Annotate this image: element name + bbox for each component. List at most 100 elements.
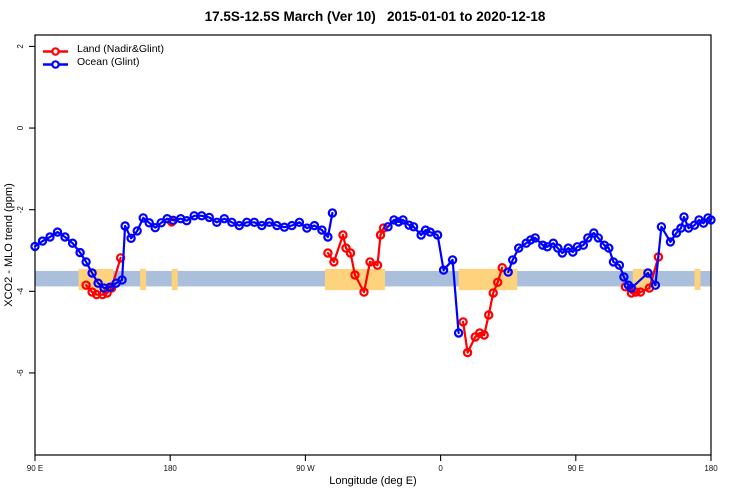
x-tick-label: 0 — [438, 464, 443, 473]
y-tick-label: -6 — [16, 369, 25, 377]
data-point — [689, 220, 700, 230]
x-axis-label: Longitude (deg E) — [329, 475, 416, 487]
x-tick-label: 180 — [164, 464, 178, 473]
data-point — [329, 257, 339, 267]
legend-item-ocean: Ocean (Glint) — [42, 56, 164, 69]
data-point — [447, 255, 458, 265]
land-series — [81, 217, 664, 358]
data-point — [538, 240, 548, 250]
legend-circle — [51, 60, 60, 69]
chart-title: 17.5S-12.5S March (Ver 10) 2015-01-01 to… — [204, 9, 546, 24]
legend-label-ocean: Ocean (Glint) — [77, 56, 140, 68]
series-line — [386, 218, 460, 335]
y-axis-label: XCO2 - MLO trend (ppm) — [3, 183, 15, 306]
data-point — [671, 228, 682, 238]
data-point — [287, 220, 297, 231]
data-point — [530, 233, 540, 243]
data-point — [75, 247, 85, 258]
data-point — [81, 257, 91, 267]
data-point — [432, 230, 443, 240]
data-point — [665, 237, 676, 247]
data-point — [249, 217, 259, 227]
data-point — [578, 240, 589, 250]
data-point — [81, 280, 91, 290]
data-point — [484, 310, 494, 320]
data-point — [643, 268, 653, 278]
data-point — [212, 217, 222, 227]
legend: Land (Nadir&Glint) Ocean (Glint) — [42, 43, 164, 69]
data-point — [389, 215, 399, 225]
data-point — [359, 287, 369, 297]
data-point — [317, 225, 327, 235]
data-point — [619, 272, 629, 282]
data-point — [45, 232, 55, 242]
data-point — [404, 220, 414, 230]
data-point — [698, 218, 709, 228]
highlight-band — [171, 268, 178, 291]
land-series-marker-icon — [42, 44, 69, 56]
x-tick-label: 180 — [704, 464, 718, 473]
series-line — [326, 227, 385, 294]
data-point — [514, 243, 524, 253]
data-point — [365, 257, 375, 267]
data-point — [479, 330, 489, 340]
data-point — [52, 227, 63, 237]
data-point — [475, 328, 485, 338]
data-point — [338, 230, 348, 240]
legend-item-land: Land (Nadir&Glint) — [42, 43, 164, 56]
data-point — [120, 221, 130, 231]
data-point — [204, 212, 214, 223]
data-point — [497, 263, 507, 273]
data-point — [93, 278, 103, 288]
data-point — [438, 265, 449, 275]
y-axis-ticks: 2 0 -2 -4 -6 — [16, 44, 35, 377]
data-point — [156, 218, 166, 228]
data-point — [67, 238, 78, 248]
series-line — [85, 256, 122, 296]
data-point — [557, 248, 568, 258]
data-point — [327, 208, 338, 218]
data-point — [117, 275, 127, 285]
y-tick-label: -2 — [16, 206, 25, 214]
data-point — [583, 233, 593, 243]
data-point — [458, 317, 468, 327]
data-point — [138, 213, 148, 223]
data-point — [323, 232, 333, 242]
data-point — [323, 248, 333, 258]
y-tick-label: 2 — [16, 44, 25, 49]
data-point — [234, 220, 244, 231]
data-point — [350, 270, 360, 280]
data-point — [372, 260, 383, 270]
data-point — [420, 225, 431, 235]
data-point — [493, 277, 503, 287]
data-point — [656, 222, 667, 232]
ocean-series — [30, 208, 716, 338]
data-point — [227, 217, 237, 227]
data-point — [144, 218, 154, 228]
x-axis-ticks: 90 E 180 90 W 0 90 E 180 — [27, 455, 718, 473]
data-point — [425, 227, 435, 237]
data-point — [30, 241, 40, 252]
data-point — [635, 287, 646, 297]
data-point — [132, 226, 142, 236]
data-point — [453, 328, 464, 338]
legend-marker-glyph — [43, 60, 68, 69]
data-point — [264, 217, 274, 227]
data-point — [150, 222, 160, 233]
data-point — [626, 288, 637, 298]
data-point — [87, 268, 97, 278]
data-point — [345, 248, 356, 258]
plot-border — [34, 34, 712, 456]
legend-circle — [51, 47, 60, 56]
ocean-series-marker-icon — [42, 57, 69, 69]
highlight-band — [458, 268, 518, 291]
data-point — [91, 289, 102, 300]
data-point — [383, 222, 393, 232]
data-point — [37, 236, 48, 246]
y-tick-label: -4 — [16, 287, 25, 295]
data-point — [604, 243, 614, 253]
data-point — [126, 233, 136, 243]
x-tick-label: 90 E — [27, 464, 43, 473]
data-point — [398, 215, 408, 225]
